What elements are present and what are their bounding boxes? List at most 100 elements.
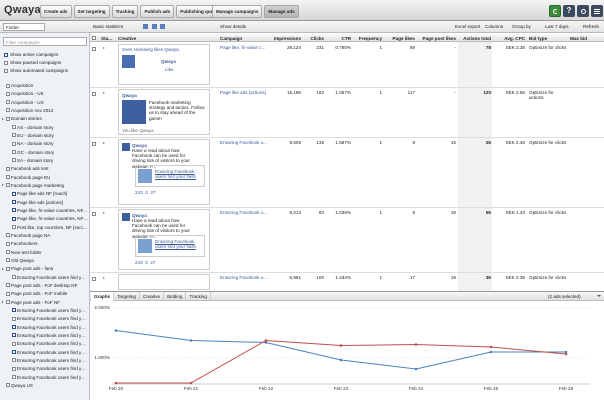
checkbox[interactable] bbox=[11, 158, 16, 163]
checkbox[interactable] bbox=[5, 250, 10, 255]
expander[interactable] bbox=[8, 151, 10, 153]
help-icon[interactable]: ? bbox=[563, 5, 575, 17]
expander[interactable] bbox=[2, 301, 4, 304]
tree-label[interactable]: Domain stories bbox=[11, 116, 42, 122]
tree-label[interactable]: Facebook ads test bbox=[11, 166, 49, 172]
expander[interactable] bbox=[8, 134, 10, 136]
tree-label[interactable]: Ensuring Facebook users find your fa bbox=[17, 374, 88, 380]
checkbox[interactable] bbox=[11, 225, 16, 230]
expander[interactable] bbox=[2, 267, 4, 270]
expander[interactable] bbox=[8, 226, 10, 228]
column-header[interactable]: Page likes bbox=[392, 35, 415, 41]
tree-label[interactable]: Ensuring Facebook users find your fa bbox=[17, 324, 88, 330]
folder-select[interactable]: Folder bbox=[3, 23, 45, 31]
tree-label[interactable]: Acquisition - UK bbox=[11, 91, 44, 97]
checkbox[interactable] bbox=[92, 142, 96, 146]
column-header[interactable]: Avg. CPC bbox=[504, 35, 525, 41]
expander[interactable] bbox=[2, 384, 4, 386]
checkbox[interactable] bbox=[5, 183, 10, 188]
tree-label[interactable]: Ensuring Facebook users find your fa bbox=[17, 316, 88, 322]
checkbox[interactable] bbox=[11, 141, 16, 146]
manage-button[interactable]: Manage ads bbox=[264, 5, 299, 18]
view-icon[interactable] bbox=[160, 24, 165, 29]
column-header[interactable]: Actions total bbox=[463, 35, 491, 41]
show-details[interactable]: Show details bbox=[220, 24, 247, 29]
expander[interactable] bbox=[8, 159, 10, 161]
columns[interactable]: Columns bbox=[485, 24, 504, 29]
creative-link[interactable]: Ensuring Facebook users find your flash bbox=[155, 239, 197, 250]
expander[interactable] bbox=[8, 201, 10, 203]
menu-icon[interactable] bbox=[591, 5, 603, 17]
tree-label[interactable]: AS - domain story bbox=[17, 124, 54, 130]
tree-label[interactable]: Page like, fn-value countries, NF [socia… bbox=[17, 216, 88, 222]
campaign-link[interactable]: Ensuring Facebook u... bbox=[220, 275, 268, 280]
expander[interactable] bbox=[2, 93, 4, 95]
expander[interactable] bbox=[8, 309, 10, 311]
tree-label[interactable]: Ensuring Facebook users find your fa bbox=[17, 274, 88, 280]
checkbox[interactable] bbox=[5, 116, 10, 121]
tree-label[interactable]: Ensuring Facebook users find your fa bbox=[17, 349, 88, 355]
tree-label[interactable]: Page post ads - fans bbox=[11, 266, 54, 272]
column-header[interactable]: CTR bbox=[341, 35, 351, 41]
tree-label[interactable]: Page post ads - FoF desktop NF bbox=[11, 282, 78, 288]
tab[interactable]: Creative bbox=[140, 292, 165, 301]
expander[interactable] bbox=[103, 277, 105, 279]
column-header[interactable]: Bid type bbox=[529, 35, 548, 41]
view-icon[interactable] bbox=[152, 24, 157, 29]
expander[interactable] bbox=[2, 184, 4, 187]
expander[interactable] bbox=[2, 109, 4, 111]
tree-label[interactable]: Facebook page marketing bbox=[11, 182, 65, 188]
tree-label[interactable]: NA - domain story bbox=[17, 141, 54, 147]
workflow-button[interactable]: Publish ads bbox=[140, 5, 175, 18]
column-header[interactable]: Frequency bbox=[358, 35, 382, 41]
expander[interactable] bbox=[8, 334, 10, 336]
column-header[interactable]: Creative bbox=[118, 35, 137, 41]
tree-label[interactable]: Post like, top countries, NF [social imp… bbox=[17, 224, 88, 230]
checkbox[interactable] bbox=[11, 316, 16, 321]
expander[interactable] bbox=[8, 318, 10, 320]
tree-label[interactable]: Facebook page EU bbox=[11, 174, 51, 180]
checkbox[interactable] bbox=[11, 308, 16, 313]
checkbox[interactable] bbox=[11, 341, 16, 346]
column-header[interactable]: Campaign bbox=[220, 35, 243, 41]
expander[interactable] bbox=[103, 92, 105, 94]
column-header[interactable]: Impressions bbox=[273, 35, 301, 41]
checkbox[interactable] bbox=[5, 166, 10, 171]
tree-label[interactable]: Page like, fn-value countries, NF, FoF [… bbox=[17, 207, 88, 213]
tree-label[interactable]: SA - domain story bbox=[17, 157, 54, 163]
tree-label[interactable]: Page post ads - FoF mobile bbox=[11, 291, 68, 297]
checkbox[interactable] bbox=[11, 366, 16, 371]
checkbox[interactable] bbox=[11, 200, 16, 205]
tree-label[interactable]: Page like ads [actions] bbox=[17, 199, 63, 205]
tab[interactable]: Bidding bbox=[164, 292, 187, 301]
checkbox[interactable] bbox=[5, 283, 10, 288]
tab[interactable]: Graphs bbox=[91, 292, 115, 301]
sync-icon[interactable] bbox=[549, 5, 561, 17]
campaign-link[interactable]: Ensuring Facebook u... bbox=[220, 140, 268, 145]
tree-label[interactable]: Acquisition nov 2012 bbox=[11, 107, 54, 113]
date-range[interactable]: Last 7 days bbox=[545, 24, 569, 29]
tree-label[interactable]: EU - domain story bbox=[17, 132, 54, 138]
checkbox[interactable] bbox=[92, 212, 96, 216]
checkbox[interactable] bbox=[11, 375, 16, 380]
tree-label[interactable]: Old Qwaya bbox=[11, 257, 34, 263]
checkbox[interactable] bbox=[11, 325, 16, 330]
tree-label[interactable]: Acquisition bbox=[11, 83, 34, 88]
column-header[interactable]: Clicks bbox=[310, 35, 324, 41]
workflow-button[interactable]: Set targeting bbox=[73, 5, 110, 18]
expander[interactable] bbox=[8, 376, 10, 378]
expander[interactable] bbox=[2, 168, 4, 170]
checkbox[interactable] bbox=[5, 83, 10, 88]
expander[interactable] bbox=[8, 276, 10, 278]
campaign-link[interactable]: Page like ads [actions] bbox=[220, 90, 266, 95]
checkbox[interactable] bbox=[92, 47, 96, 51]
checkbox[interactable] bbox=[4, 68, 8, 73]
campaign-link[interactable]: Page like, fn-value cou... bbox=[220, 45, 268, 50]
checkbox[interactable] bbox=[4, 60, 8, 65]
checkbox[interactable] bbox=[5, 241, 10, 246]
tab[interactable]: Tracking bbox=[186, 292, 211, 301]
expander[interactable] bbox=[8, 368, 10, 370]
tree-label[interactable]: Facebook page NA bbox=[11, 232, 51, 238]
refresh[interactable]: Refresh bbox=[583, 24, 600, 29]
column-header[interactable]: Max bid bbox=[570, 35, 588, 41]
